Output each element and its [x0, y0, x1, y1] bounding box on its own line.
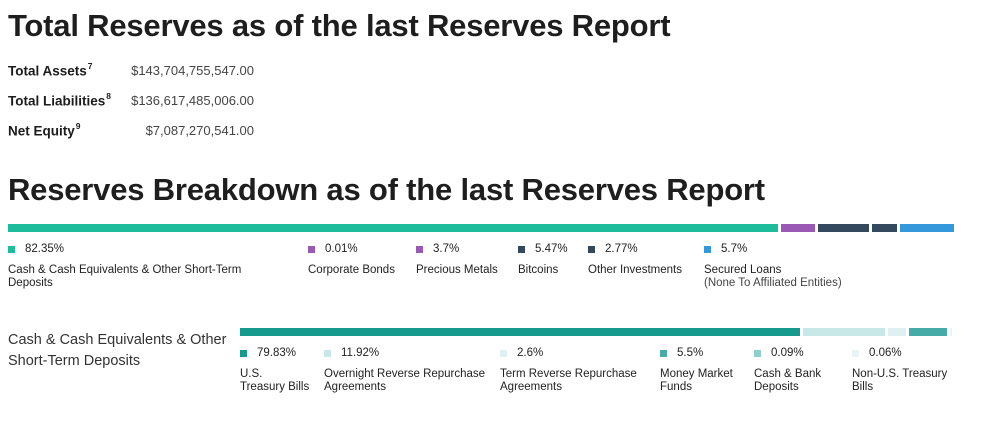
cash-legend-label: U.S. Treasury Bills — [240, 368, 310, 393]
total-liabilities-label: Total Liabilities8 — [8, 91, 111, 109]
reserves-legend-percent: 82.35% — [8, 243, 64, 255]
cash-breakdown-title: Cash & Cash Equivalents & Other Short-Te… — [8, 332, 227, 369]
total-assets-label: Total Assets7 — [8, 61, 93, 79]
cash-bar-segment — [802, 328, 886, 336]
reserves-legend-percent: 5.7% — [704, 243, 747, 255]
cash-legend-label: Term Reverse Repurchase Agreements — [500, 368, 637, 393]
cash-legend-percent: 2.6% — [500, 347, 543, 359]
cash-bar-segment — [909, 328, 948, 336]
legend-swatch-icon — [500, 349, 507, 357]
net-equity-label: Net Equity9 — [8, 121, 81, 139]
reserves-legend-label: Bitcoins — [518, 264, 559, 276]
cash-legend-percent: 5.5% — [660, 347, 703, 359]
reserves-legend-percent: 2.77% — [588, 243, 638, 255]
legend-swatch-icon — [308, 245, 315, 253]
cash-legend-percent: 79.83% — [240, 347, 296, 359]
cash-legend-label: Non-U.S. Treasury Bills — [852, 368, 948, 393]
total-assets-value: $143,704,755,547.00 — [131, 63, 254, 78]
cash-legend-label: Overnight Reverse Repurchase Agreements — [324, 368, 486, 393]
cash-legend-label: Money Market Funds — [660, 368, 733, 393]
reserves-legend-label: Secured Loans (None To Affiliated Entitie… — [704, 264, 904, 290]
reserves-bar-segment — [818, 224, 869, 232]
reserves-legend-label: Cash & Cash Equivalents & Other Short-Te… — [8, 264, 242, 289]
legend-swatch-icon — [588, 245, 595, 253]
total-liabilities-value: $136,617,485,006.00 — [131, 93, 254, 108]
legend-swatch-icon — [8, 245, 15, 253]
reserves-legend-percent: 3.7% — [416, 243, 459, 255]
cash-breakdown-bar — [240, 328, 952, 336]
legend-swatch-icon — [416, 245, 423, 253]
reserves-legend-sublabel: (None To Affiliated Entities) — [704, 277, 842, 289]
cash-legend-percent: 11.92% — [324, 347, 379, 359]
reserves-bar-segment — [8, 224, 778, 232]
reserves-legend-label: Other Investments — [588, 264, 682, 276]
cash-bar-segment — [950, 328, 952, 336]
legend-swatch-icon — [754, 349, 761, 357]
reserves-breakdown-bar — [8, 224, 954, 232]
cash-legend-label: Cash & Bank Deposits — [754, 368, 822, 393]
page-title: Total Reserves as of the last Reserves R… — [8, 8, 671, 43]
breakdown-title: Reserves Breakdown as of the last Reserv… — [8, 172, 765, 207]
legend-swatch-icon — [518, 245, 525, 253]
reserves-bar-segment — [872, 224, 897, 232]
reserves-legend-percent: 0.01% — [308, 243, 358, 255]
legend-swatch-icon — [240, 349, 247, 357]
reserves-bar-segment — [900, 224, 954, 232]
cash-bar-segment — [240, 328, 800, 336]
cash-bar-segment — [888, 328, 907, 336]
legend-swatch-icon — [852, 349, 859, 357]
legend-swatch-icon — [660, 349, 667, 357]
reserves-bar-segment — [781, 224, 815, 232]
reserves-legend-label: Corporate Bonds — [308, 264, 395, 276]
cash-legend-percent: 0.09% — [754, 347, 804, 359]
cash-legend-percent: 0.06% — [852, 347, 902, 359]
reserves-legend-label: Precious Metals — [416, 264, 498, 276]
net-equity-value: $7,087,270,541.00 — [145, 123, 254, 138]
reserves-legend-percent: 5.47% — [518, 243, 568, 255]
legend-swatch-icon — [704, 245, 711, 253]
legend-swatch-icon — [324, 349, 331, 357]
